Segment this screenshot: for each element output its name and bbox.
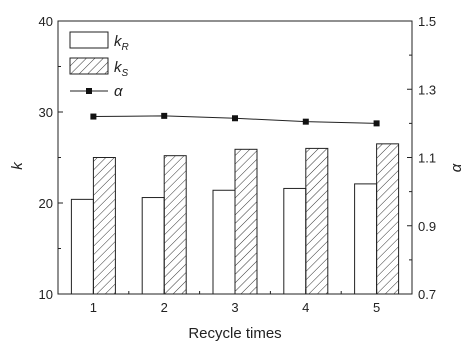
legend-swatch-kr bbox=[69, 31, 109, 49]
y-right-tick-label: 0.9 bbox=[418, 219, 436, 234]
bar-ks-4 bbox=[305, 147, 329, 295]
bar-kr-5 bbox=[354, 183, 378, 295]
bar-kr-3 bbox=[212, 189, 236, 295]
bar-ks-2 bbox=[163, 155, 187, 295]
point-alpha-1 bbox=[90, 113, 97, 120]
y-left-tick-label: 20 bbox=[39, 196, 53, 211]
x-axis-title: Recycle times bbox=[188, 325, 281, 342]
legend-label-ks: kS bbox=[114, 59, 129, 79]
y-right-tick-label: 0.7 bbox=[418, 287, 436, 302]
bar-kr-1 bbox=[70, 198, 94, 295]
y-axis-title-left: k bbox=[9, 161, 26, 170]
y-right-tick-label: 1.1 bbox=[418, 151, 436, 166]
bar-ks-5 bbox=[376, 143, 400, 295]
legend-swatch-ks bbox=[69, 57, 109, 75]
point-alpha-5 bbox=[373, 120, 380, 127]
bar-ks-3 bbox=[234, 148, 258, 295]
y-left-tick-label: 40 bbox=[39, 14, 53, 29]
point-alpha-3 bbox=[232, 115, 238, 122]
point-alpha-4 bbox=[302, 118, 309, 125]
y-left-tick-label: 10 bbox=[39, 287, 53, 302]
bar-kr-4 bbox=[283, 187, 307, 295]
legend-label-alpha: α bbox=[114, 83, 123, 100]
x-tick-label: 1 bbox=[90, 300, 97, 315]
x-tick-label: 3 bbox=[231, 300, 238, 315]
legend-marker-alpha bbox=[86, 88, 92, 94]
bar-ks-1 bbox=[92, 157, 116, 295]
x-tick-label: 5 bbox=[373, 300, 380, 315]
x-tick-label: 2 bbox=[161, 300, 168, 315]
point-alpha-2 bbox=[161, 112, 168, 119]
y-right-tick-label: 1.3 bbox=[418, 82, 436, 97]
y-left-tick-label: 30 bbox=[39, 105, 53, 120]
legend-label-kr: kR bbox=[114, 33, 129, 53]
x-tick-label: 4 bbox=[302, 300, 309, 315]
y-right-tick-label: 1.5 bbox=[418, 14, 436, 29]
bar-kr-2 bbox=[141, 197, 165, 295]
y-axis-title-right: α bbox=[448, 163, 465, 172]
legend: kR kS α bbox=[69, 31, 129, 100]
